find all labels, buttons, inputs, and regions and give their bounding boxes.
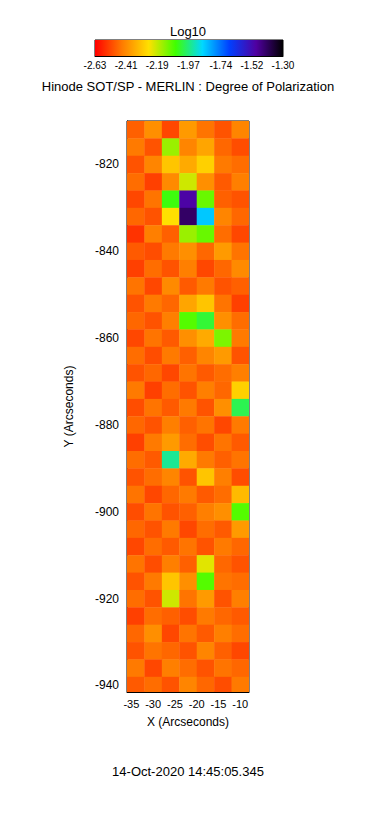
- svg-text:-920: -920: [95, 592, 119, 606]
- svg-text:-1.30: -1.30: [272, 60, 295, 71]
- svg-text:-940: -940: [95, 678, 119, 692]
- svg-text:-10: -10: [232, 698, 248, 710]
- svg-text:-840: -840: [95, 244, 119, 258]
- svg-text:-2.41: -2.41: [115, 60, 138, 71]
- svg-text:Hinode SOT/SP - MERLIN : Degre: Hinode SOT/SP - MERLIN : Degree of Polar…: [42, 79, 334, 94]
- svg-text:-1.97: -1.97: [177, 60, 200, 71]
- svg-text:-35: -35: [123, 698, 139, 710]
- svg-text:-820: -820: [95, 157, 119, 171]
- svg-text:-2.63: -2.63: [84, 60, 107, 71]
- svg-text:-1.74: -1.74: [209, 60, 232, 71]
- svg-text:Log10: Log10: [170, 24, 206, 39]
- svg-text:-860: -860: [95, 331, 119, 345]
- svg-text:-2.19: -2.19: [146, 60, 169, 71]
- svg-text:-1.52: -1.52: [241, 60, 264, 71]
- svg-text:-25: -25: [167, 698, 183, 710]
- svg-text:-880: -880: [95, 418, 119, 432]
- svg-text:Y (Arcseconds): Y (Arcseconds): [62, 366, 76, 448]
- svg-text:-15: -15: [211, 698, 227, 710]
- svg-text:-30: -30: [145, 698, 161, 710]
- svg-text:X (Arcseconds): X (Arcseconds): [147, 715, 229, 729]
- svg-text:-20: -20: [189, 698, 205, 710]
- svg-text:14-Oct-2020 14:45:05.345: 14-Oct-2020 14:45:05.345: [112, 764, 264, 779]
- svg-text:-900: -900: [95, 505, 119, 519]
